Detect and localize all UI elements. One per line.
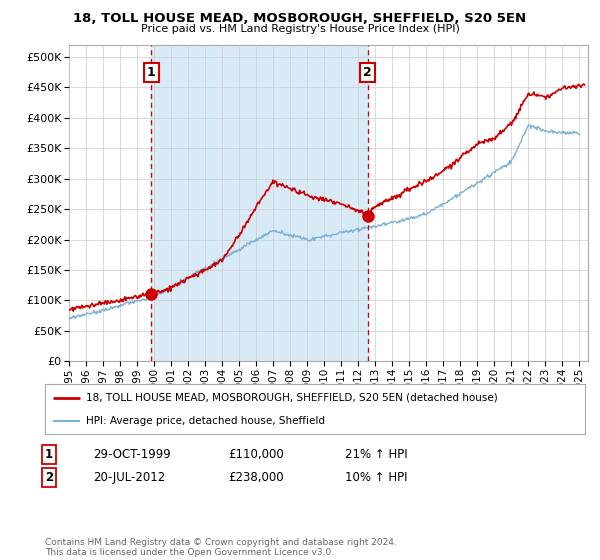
Text: HPI: Average price, detached house, Sheffield: HPI: Average price, detached house, Shef… <box>86 417 325 426</box>
Text: Price paid vs. HM Land Registry's House Price Index (HPI): Price paid vs. HM Land Registry's House … <box>140 24 460 34</box>
Text: 10% ↑ HPI: 10% ↑ HPI <box>345 470 407 484</box>
Bar <box>151 45 368 361</box>
Text: £110,000: £110,000 <box>228 448 284 461</box>
Text: 1: 1 <box>45 448 53 461</box>
Text: 20-JUL-2012: 20-JUL-2012 <box>93 470 165 484</box>
Text: £238,000: £238,000 <box>228 470 284 484</box>
Text: 2: 2 <box>363 66 372 79</box>
Text: 21% ↑ HPI: 21% ↑ HPI <box>345 448 407 461</box>
Text: 29-OCT-1999: 29-OCT-1999 <box>93 448 171 461</box>
Text: 18, TOLL HOUSE MEAD, MOSBOROUGH, SHEFFIELD, S20 5EN (detached house): 18, TOLL HOUSE MEAD, MOSBOROUGH, SHEFFIE… <box>86 393 497 403</box>
Text: Contains HM Land Registry data © Crown copyright and database right 2024.
This d: Contains HM Land Registry data © Crown c… <box>45 538 397 557</box>
Text: 18, TOLL HOUSE MEAD, MOSBOROUGH, SHEFFIELD, S20 5EN: 18, TOLL HOUSE MEAD, MOSBOROUGH, SHEFFIE… <box>73 12 527 25</box>
Text: 1: 1 <box>147 66 155 79</box>
Text: 2: 2 <box>45 470 53 484</box>
